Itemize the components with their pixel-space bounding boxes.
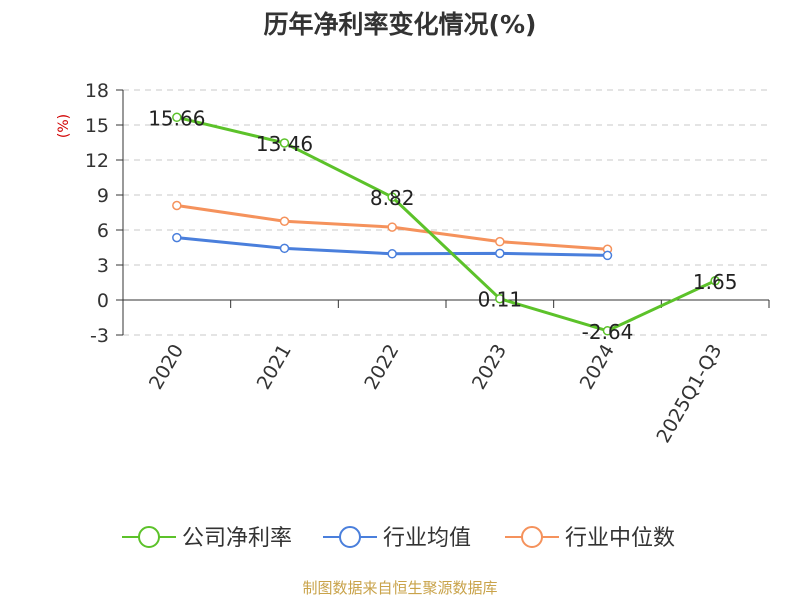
data-point <box>387 222 397 232</box>
legend-item: 行业中位数 <box>505 526 675 551</box>
data-label: 13.46 <box>256 132 313 156</box>
data-point <box>495 236 505 247</box>
data-label: 8.82 <box>370 186 415 210</box>
data-source-note: 制图数据来自恒生聚源数据库 <box>302 579 498 597</box>
data-point <box>495 293 505 304</box>
data-point <box>710 276 720 286</box>
series-line <box>176 115 716 333</box>
data-point <box>172 232 182 243</box>
grid-lines <box>123 89 769 336</box>
legend-marker <box>521 526 543 548</box>
legend-marker <box>138 526 160 548</box>
data-label: 0.11 <box>478 288 523 312</box>
legend: 公司净利率 行业均值 行业中位数 <box>122 526 675 551</box>
data-label: 1.65 <box>693 270 738 294</box>
y-tick-label: 18 <box>85 80 109 102</box>
data-point <box>279 138 290 148</box>
x-tick-label: 2022 <box>360 341 403 394</box>
x-tick-label: 2024 <box>576 341 619 394</box>
legend-item: 公司净利率 <box>122 526 292 551</box>
legend-item: 行业均值 <box>323 526 471 551</box>
series-points <box>172 112 720 336</box>
y-tick-label: -3 <box>90 325 109 347</box>
data-point <box>602 250 613 261</box>
y-axis: 18 15 12 9 6 3 0 -3 <box>85 80 124 347</box>
data-point <box>172 112 182 123</box>
chart-title: 历年净利率变化情况(%) <box>264 10 537 39</box>
y-tick-label: 3 <box>97 255 109 277</box>
y-axis-label: (%) <box>56 114 72 138</box>
y-tick-label: 9 <box>97 185 109 207</box>
y-tick-label: 12 <box>85 150 109 172</box>
data-label: -2.64 <box>582 320 634 344</box>
data-point <box>602 326 613 336</box>
data-labels: 15.66 13.46 8.82 0.11 -2.64 1.65 <box>148 106 737 343</box>
legend-marker <box>339 526 361 548</box>
data-point <box>387 249 397 259</box>
x-tick-label: 2021 <box>253 341 296 394</box>
data-point <box>172 200 182 211</box>
data-point <box>495 248 505 259</box>
x-tick-label: 2023 <box>468 341 511 394</box>
legend-label: 公司净利率 <box>182 526 292 551</box>
data-point <box>279 216 290 226</box>
data-point <box>387 192 397 202</box>
y-tick-label: 6 <box>97 220 109 242</box>
legend-label: 行业均值 <box>383 526 471 551</box>
legend-label: 行业中位数 <box>565 526 675 551</box>
data-label: 15.66 <box>148 106 205 130</box>
y-tick-label: 0 <box>97 290 109 312</box>
data-point <box>279 243 290 254</box>
x-tick-label: 2025Q1-Q3 <box>652 341 726 447</box>
y-tick-label: 15 <box>85 115 109 137</box>
x-axis: 2020 2021 2022 2023 2024 2025Q1-Q3 <box>122 299 770 447</box>
x-tick-label: 2020 <box>145 341 188 394</box>
